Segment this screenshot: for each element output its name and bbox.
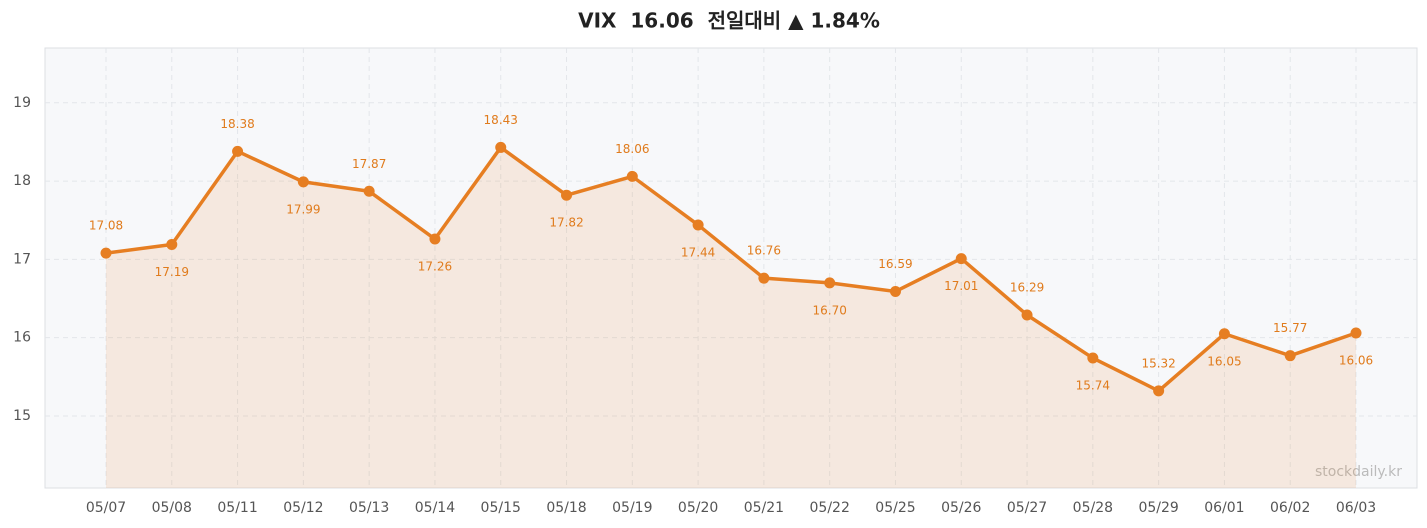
x-tick-label: 05/22 bbox=[810, 500, 850, 516]
x-tick-label: 05/19 bbox=[612, 500, 652, 516]
x-tick-label: 05/27 bbox=[1007, 500, 1047, 516]
x-tick-label: 06/02 bbox=[1270, 500, 1310, 516]
value-label: 18.43 bbox=[484, 113, 518, 127]
point bbox=[758, 272, 770, 284]
value-label: 17.99 bbox=[286, 202, 320, 216]
point bbox=[1218, 328, 1230, 340]
x-tick-label: 05/07 bbox=[86, 500, 126, 516]
value-label: 16.06 bbox=[1339, 353, 1373, 367]
point bbox=[626, 170, 638, 182]
point bbox=[1350, 327, 1362, 339]
plot-area bbox=[44, 47, 1418, 489]
x-tick-label: 05/20 bbox=[678, 500, 718, 516]
point bbox=[100, 247, 112, 259]
value-label: 17.08 bbox=[89, 219, 123, 233]
x-tick-label: 05/08 bbox=[152, 500, 192, 516]
x-tick-label: 05/15 bbox=[481, 500, 521, 516]
y-tick-label: 15 bbox=[13, 408, 31, 424]
x-tick-label: 05/25 bbox=[875, 500, 915, 516]
x-tick-label: 05/29 bbox=[1138, 500, 1178, 516]
y-tick-label: 19 bbox=[13, 95, 31, 111]
x-tick-label: 05/28 bbox=[1073, 500, 1113, 516]
x-tick-label: 05/18 bbox=[546, 500, 586, 516]
x-tick-label: 06/03 bbox=[1336, 500, 1376, 516]
point bbox=[1087, 352, 1099, 364]
point bbox=[889, 285, 901, 297]
value-label: 18.38 bbox=[220, 117, 254, 131]
point bbox=[1153, 385, 1165, 397]
value-label: 16.05 bbox=[1207, 354, 1241, 368]
point bbox=[824, 277, 836, 289]
y-tick-label: 16 bbox=[13, 330, 31, 346]
point bbox=[429, 233, 441, 245]
y-tick-label: 18 bbox=[13, 173, 31, 189]
point bbox=[1284, 350, 1296, 362]
point bbox=[561, 189, 573, 201]
value-label: 17.87 bbox=[352, 157, 386, 171]
point bbox=[1021, 309, 1033, 321]
value-label: 16.70 bbox=[813, 303, 847, 317]
value-label: 17.82 bbox=[549, 216, 583, 230]
value-label: 17.01 bbox=[944, 279, 978, 293]
value-label: 16.76 bbox=[747, 244, 781, 258]
x-tick-label: 05/21 bbox=[744, 500, 784, 516]
value-label: 15.32 bbox=[1141, 356, 1175, 370]
x-tick-label: 06/01 bbox=[1204, 500, 1244, 516]
point bbox=[955, 253, 967, 265]
x-tick-label: 05/12 bbox=[283, 500, 323, 516]
x-tick-label: 05/26 bbox=[941, 500, 981, 516]
x-tick-label: 05/11 bbox=[217, 500, 257, 516]
y-tick-label: 17 bbox=[13, 251, 31, 267]
point bbox=[363, 185, 375, 197]
point bbox=[166, 239, 178, 251]
area bbox=[106, 147, 1356, 488]
value-label: 17.19 bbox=[155, 265, 189, 279]
value-label: 17.44 bbox=[681, 245, 715, 259]
x-tick-label: 05/14 bbox=[415, 500, 455, 516]
watermark: stockdaily.kr bbox=[1315, 464, 1402, 480]
value-label: 15.77 bbox=[1273, 321, 1307, 335]
point bbox=[297, 176, 309, 188]
value-label: 18.06 bbox=[615, 142, 649, 156]
value-label: 15.74 bbox=[1076, 379, 1110, 393]
value-label: 16.59 bbox=[878, 257, 912, 271]
value-label: 17.26 bbox=[418, 260, 452, 274]
value-label: 16.29 bbox=[1010, 280, 1044, 294]
chart-title: VIX 16.06 전일대비 ▲ 1.84% bbox=[578, 9, 880, 33]
x-tick-label: 05/13 bbox=[349, 500, 389, 516]
point bbox=[692, 219, 704, 231]
point bbox=[495, 141, 507, 153]
point bbox=[232, 145, 244, 157]
line bbox=[105, 145, 1357, 393]
